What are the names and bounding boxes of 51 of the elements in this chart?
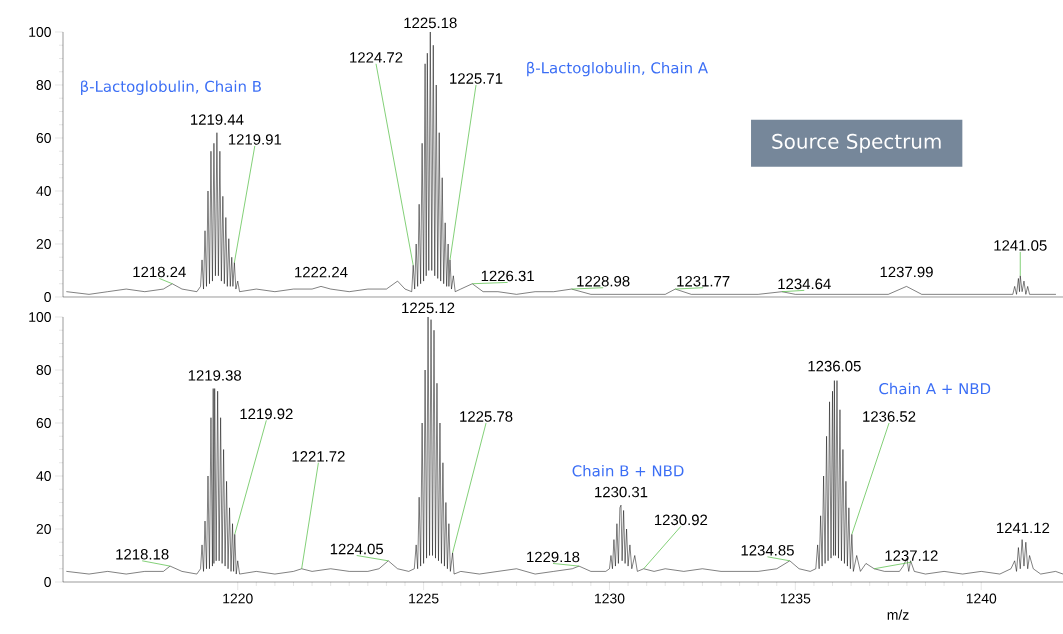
annotation: 1218.24 [133, 266, 186, 278]
y-tick-label: 100 [29, 27, 51, 37]
annotation: 1241.05 [994, 240, 1047, 251]
annotation: Source Spectrum [772, 133, 941, 153]
annotation: 1219.91 [228, 134, 282, 145]
annotation: 1224.72 [350, 52, 403, 63]
x-tick-label: 1235 [780, 593, 811, 604]
x-tick-label: 1220 [223, 593, 253, 604]
annotation: 1234.64 [778, 278, 831, 290]
annotation: Chain A + NBD [879, 382, 991, 395]
annotation: 1219.92 [240, 408, 293, 420]
annotation: 1219.44 [191, 114, 244, 125]
y-tick-label: 60 [36, 418, 51, 428]
annotation: 1237.12 [885, 550, 938, 561]
x-axis-title: m/z [887, 609, 909, 620]
annotation: 1236.52 [863, 411, 916, 422]
annotation: 1226.31 [481, 270, 534, 282]
y-tick-label: 20 [36, 524, 51, 534]
annotation: 1241.12 [996, 522, 1050, 534]
x-tick-label: 1240 [966, 593, 997, 604]
y-tick-label: 60 [36, 133, 51, 143]
annotation: 1222.24 [295, 266, 348, 278]
annotation: 1231.77 [677, 275, 730, 287]
y-tick-label: 0 [44, 292, 51, 302]
annotation: Chain B + NBD [572, 464, 684, 477]
y-tick-label: 20 [36, 239, 51, 249]
annotation: 1224.05 [330, 543, 384, 555]
annotation: 1221.72 [292, 451, 345, 462]
y-tick-label: 80 [36, 365, 51, 375]
y-tick-label: 80 [36, 80, 51, 90]
annotation: 1225.18 [404, 17, 457, 29]
annotation: 1230.92 [654, 514, 708, 526]
annotation: 1219.38 [188, 370, 242, 381]
annotation: 1234.85 [741, 545, 794, 556]
annotation: β-Lactoglobulin, Chain B [81, 80, 261, 95]
annotation: 1230.31 [595, 486, 648, 498]
annotation: 1228.98 [577, 275, 630, 287]
y-tick-label: 100 [29, 312, 51, 322]
y-tick-label: 40 [36, 186, 51, 196]
annotation: β-Lactoglobulin, Chain A [527, 61, 708, 77]
y-tick-label: 40 [36, 471, 51, 481]
annotation: 1225.71 [450, 73, 503, 84]
annotation: 1218.18 [116, 549, 169, 560]
annotation: 1237.99 [880, 266, 933, 278]
y-tick-label: 0 [44, 577, 51, 587]
annotation: 1225.12 [402, 302, 455, 314]
x-tick-label: 1230 [595, 593, 625, 604]
annotation: 1229.18 [527, 551, 580, 563]
x-tick-label: 1225 [409, 593, 439, 604]
annotation: 1236.05 [808, 360, 861, 372]
annotation: 1225.78 [460, 411, 513, 422]
